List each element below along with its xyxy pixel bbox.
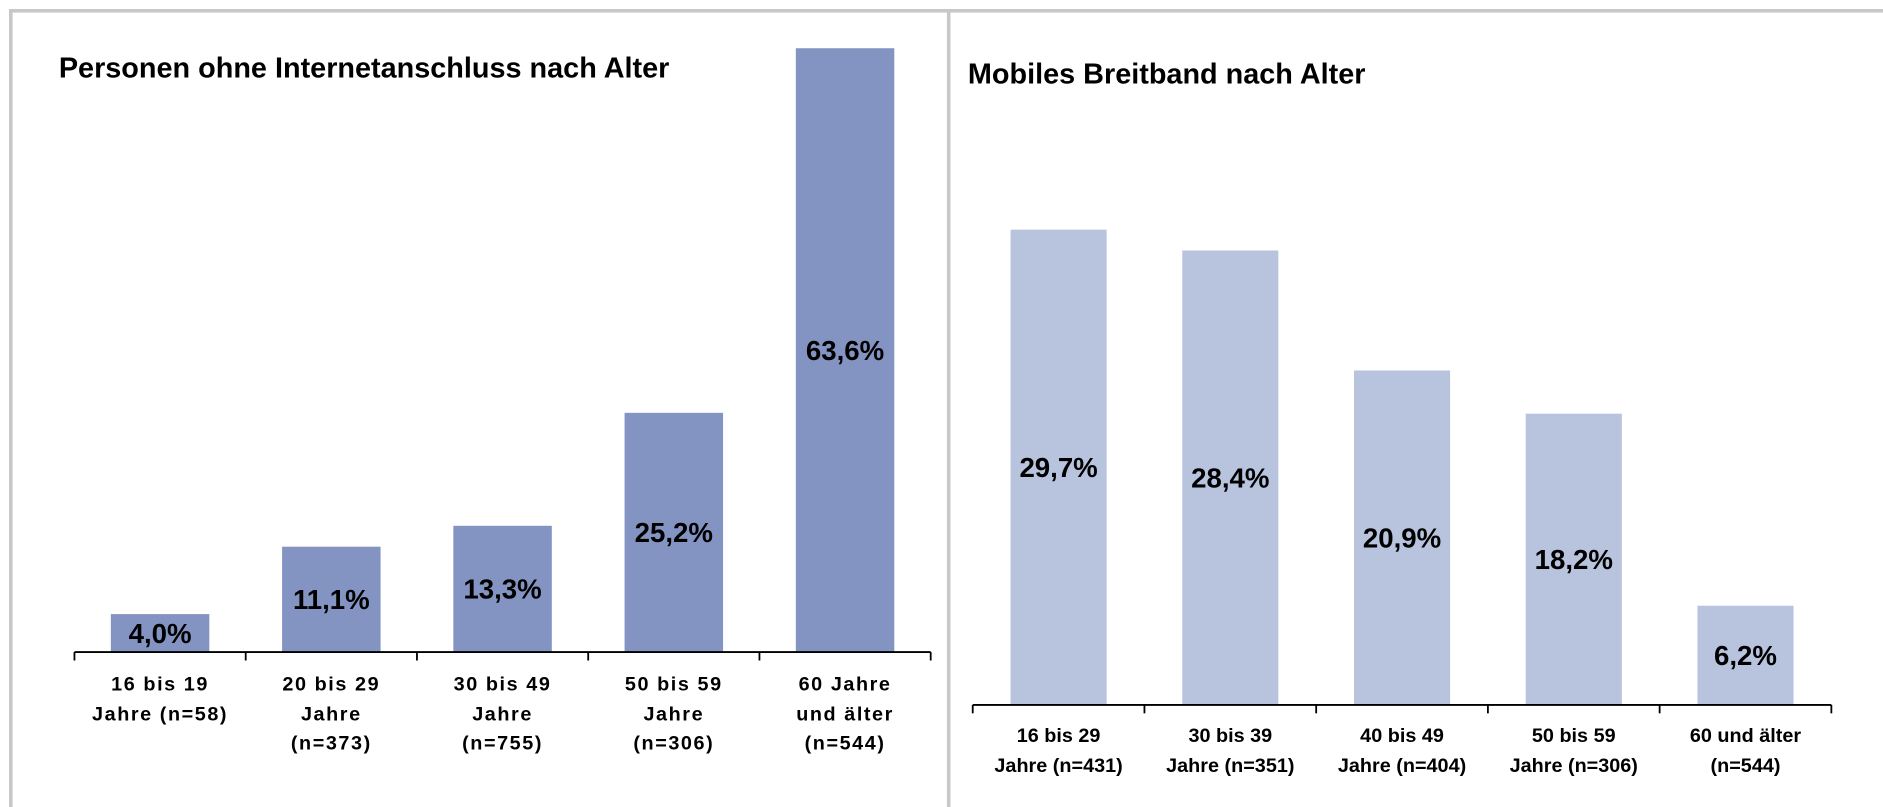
bar [1697,605,1794,705]
x-label-box: 60 und älter (n=544) [1689,725,1802,777]
x-tick-label: 50 bis 59 Jahre (n=306) [1509,725,1638,777]
bar [110,614,210,653]
bar [282,546,381,653]
x-label-box: 16 bis 29 Jahre (n=431) [994,725,1123,777]
chart: 4,0% 16 bis 19 Jahre (n=58) 11,1% 20 bis 29… [73,48,932,755]
data-label: 63,6% [806,335,884,366]
bar [453,525,552,653]
x-tick-label: 20 bis 29 Jahre (n=373) [282,673,381,755]
x-tick-label: 40 bis 49 Jahre (n=404) [1337,725,1467,777]
data-label: 6,2% [1714,640,1777,671]
x-tick-label: 30 bis 39 Jahre (n=351) [1166,725,1295,777]
chart-title: Mobiles Breitband nach Alter [968,58,1366,90]
x-label-box: 30 bis 39 Jahre (n=351) [1166,725,1295,777]
bar [795,48,895,653]
data-label: 25,2% [635,517,713,548]
x-tick-label: 16 bis 29 Jahre (n=431) [994,725,1123,777]
bar [1354,370,1451,705]
x-label-box: 60 Jahre und älter (n=544) [796,673,894,755]
x-label-box: 20 bis 29 Jahre (n=373) [282,673,381,755]
x-tick-label: 60 und älter (n=544) [1689,725,1802,777]
bar [1182,250,1279,705]
data-label: 13,3% [463,574,541,605]
x-label-box: 30 bis 49 Jahre (n=755) [453,673,552,755]
x-tick-label: 30 bis 49 Jahre (n=755) [453,673,552,755]
data-label: 18,2% [1535,544,1613,575]
chart-title: Personen ohne Internetanschluss nach Alt… [59,52,670,84]
x-tick-label: 16 bis 19 Jahre (n=58) [92,673,229,725]
data-label: 11,1% [293,584,370,615]
x-tick-label: 60 Jahre und älter (n=544) [796,673,894,755]
bar [1525,413,1622,705]
data-label: 29,7% [1019,452,1097,483]
data-label: 28,4% [1191,462,1269,493]
x-tick-label: 50 bis 59 Jahre (n=306) [624,673,723,755]
bar [624,412,724,653]
x-label-box: 50 bis 59 Jahre (n=306) [1509,725,1638,777]
chart: 29,7% 16 bis 29 Jahre (n=431) 28,4% 30 bis … [971,229,1833,777]
x-label-box: 16 bis 19 Jahre (n=58) [92,673,229,725]
bar [1010,229,1107,705]
x-label-box: 40 bis 49 Jahre (n=404) [1337,725,1467,777]
x-label-box: 50 bis 59 Jahre (n=306) [624,673,723,755]
data-label: 20,9% [1363,522,1441,553]
data-label: 4,0% [129,618,192,649]
